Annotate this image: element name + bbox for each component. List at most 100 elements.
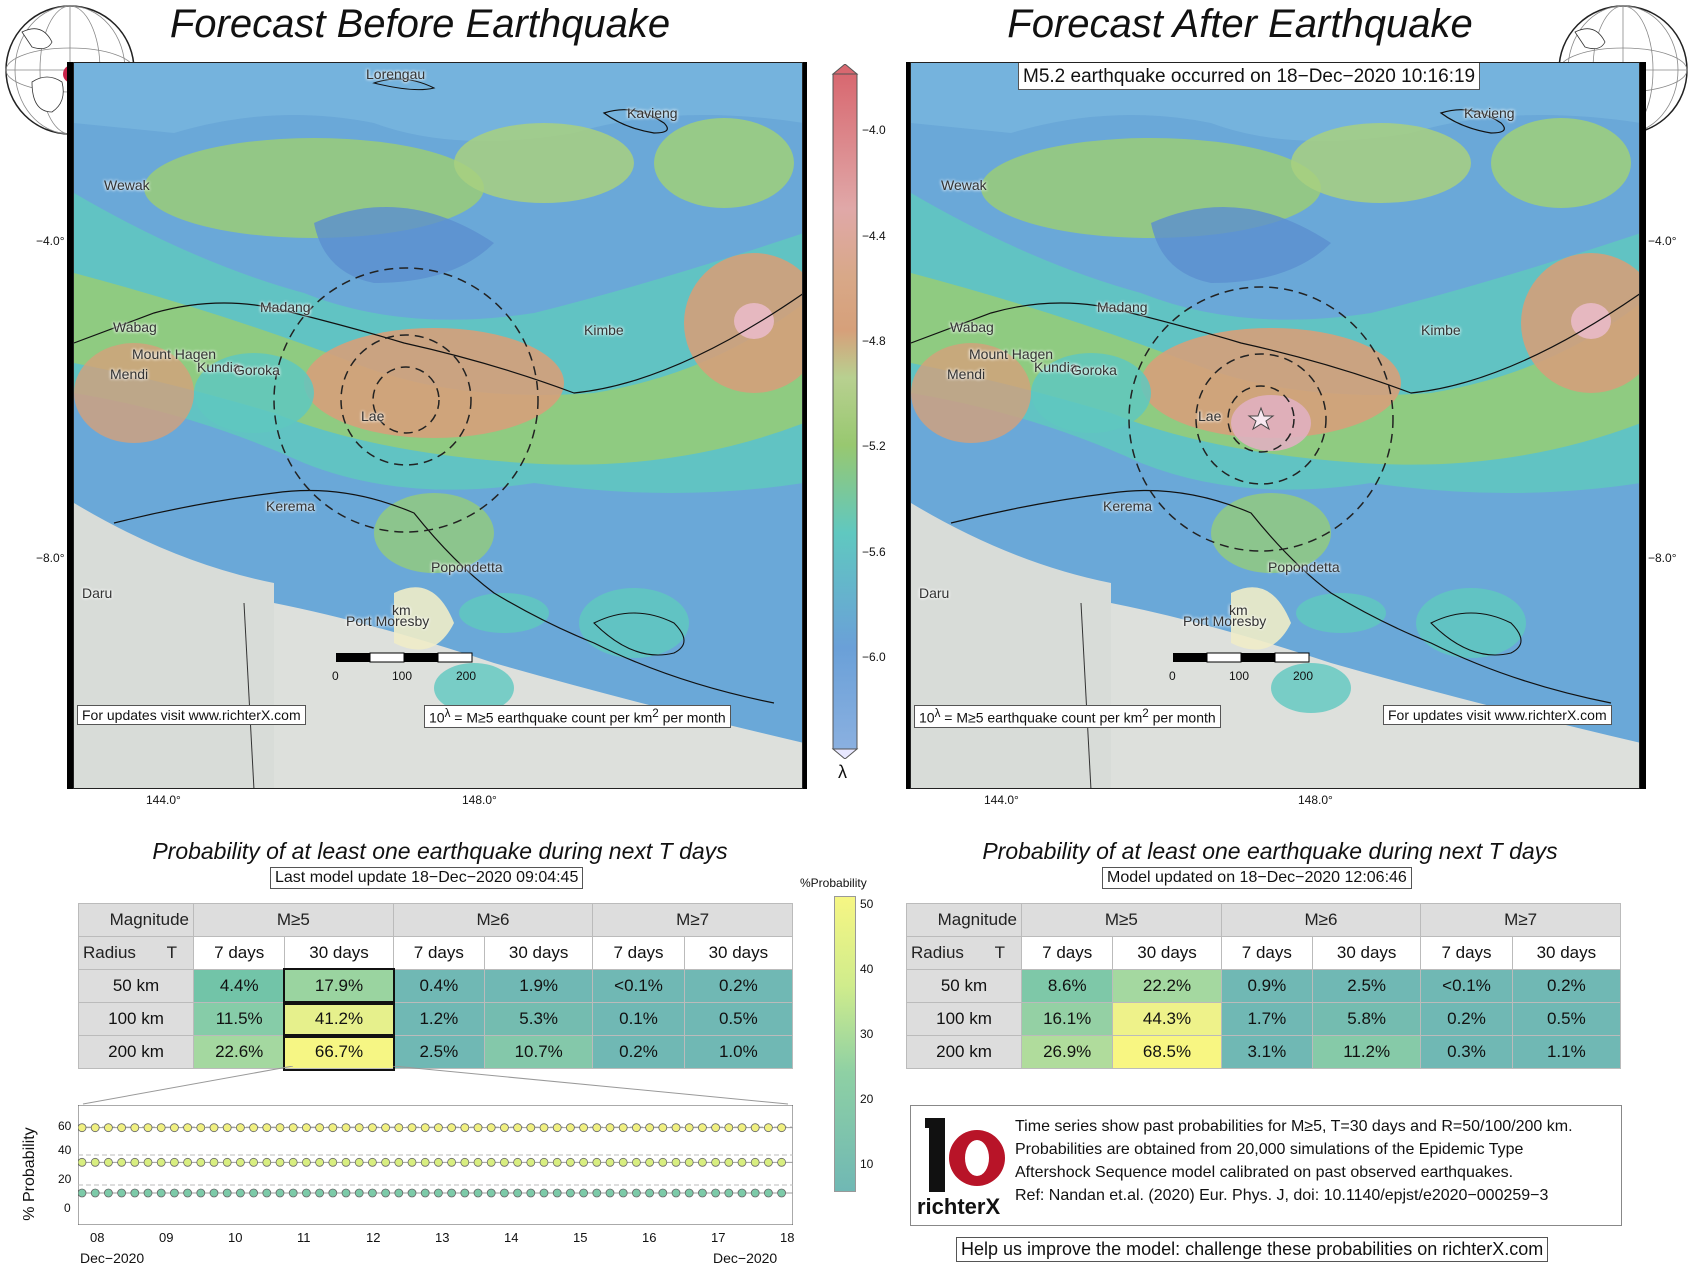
- period-header: 7 days: [592, 936, 685, 970]
- ts-point: [447, 1123, 457, 1133]
- ts-xtick: 15: [573, 1230, 588, 1245]
- ts-point: [698, 1123, 707, 1133]
- footer-link[interactable]: Help us improve the model: challenge the…: [956, 1237, 1549, 1262]
- ts-point: [315, 1123, 325, 1133]
- ts-point: [394, 1188, 404, 1198]
- place-wewak: Wewak: [941, 177, 987, 193]
- event-label: M5.2 earthquake occurred on 18−Dec−2020 …: [1018, 63, 1481, 90]
- mag-header-7: M≥7: [1420, 903, 1621, 937]
- ts-point: [605, 1157, 615, 1167]
- scale-tick-0: 0: [1169, 669, 1176, 683]
- ts-point: [301, 1157, 311, 1167]
- prob-colorbar: [834, 896, 856, 1192]
- ts-xtick: 09: [159, 1230, 174, 1245]
- prob-cell: 11.5%: [192, 1002, 286, 1036]
- ts-point: [156, 1123, 166, 1133]
- ts-point: [420, 1157, 430, 1167]
- ts-point: [156, 1188, 166, 1198]
- prob-cell: 5.3%: [484, 1002, 594, 1036]
- prob-cell: 0.3%: [1420, 1035, 1513, 1069]
- cb-tick-4: −5.2: [862, 439, 886, 453]
- period-header: 30 days: [484, 936, 594, 970]
- place-lorengau: Lorengau: [366, 66, 426, 82]
- ts-point: [78, 1157, 87, 1167]
- ts-point: [170, 1123, 179, 1133]
- ts-point: [552, 1157, 562, 1167]
- cb-tick-2: −4.4: [862, 229, 886, 243]
- pcb-tick-30: 30: [860, 1027, 874, 1041]
- place-wabag: Wabag: [113, 319, 157, 335]
- cb-tick-3: −4.8: [862, 334, 886, 348]
- ts-point: [315, 1157, 325, 1167]
- radius-t-header: Radius T: [78, 936, 194, 970]
- prob-cell: 11.2%: [1312, 1035, 1422, 1069]
- info-box: richterX Time series show past probabili…: [910, 1105, 1622, 1226]
- ts-point: [499, 1188, 509, 1198]
- ts-point: [117, 1188, 126, 1198]
- ts-point: [103, 1123, 113, 1133]
- period-header: 30 days: [284, 936, 394, 970]
- ts-point: [777, 1123, 786, 1133]
- ts-point: [645, 1157, 654, 1167]
- updates-note: For updates visit www.richterX.com: [1383, 705, 1612, 725]
- ts-point: [249, 1188, 259, 1198]
- scale-unit: km: [1229, 602, 1248, 618]
- right-forecast-map[interactable]: Lorengau Kavieng Wewak Madang Wabag Kimb…: [910, 62, 1640, 789]
- lon-tick-right-2: 148.0°: [1298, 793, 1333, 807]
- radius-label: 200 km: [78, 1035, 194, 1069]
- prob-cell: 0.2%: [683, 969, 794, 1003]
- lon-tick-left-1: 144.0°: [146, 793, 181, 807]
- ts-point: [658, 1157, 668, 1167]
- lambda-definition: 10λ = M≥5 earthquake count per km2 per m…: [424, 705, 731, 728]
- ts-point: [698, 1188, 707, 1198]
- ts-point: [143, 1157, 153, 1167]
- ts-point: [275, 1157, 285, 1167]
- ts-point: [130, 1123, 140, 1133]
- ts-point: [711, 1123, 720, 1133]
- ts-point: [618, 1123, 628, 1133]
- radius-label: 100 km: [78, 1002, 194, 1036]
- prob-cell: 1.9%: [484, 969, 594, 1003]
- ts-point: [130, 1188, 140, 1198]
- ts-point: [196, 1188, 206, 1198]
- period-header: 30 days: [1511, 936, 1622, 970]
- ts-point: [367, 1188, 377, 1198]
- ts-point: [565, 1123, 575, 1133]
- ts-point: [658, 1123, 668, 1133]
- prob-cell: 1.0%: [683, 1035, 794, 1069]
- pcb-tick-20: 20: [860, 1092, 874, 1106]
- ts-point: [618, 1157, 628, 1167]
- prob-cell: 44.3%: [1112, 1002, 1222, 1036]
- ts-point: [235, 1123, 245, 1133]
- scale-tick-200: 200: [456, 669, 477, 683]
- ts-point: [737, 1188, 747, 1198]
- ts-point: [473, 1188, 483, 1198]
- prob-cell: 16.1%: [1020, 1002, 1114, 1036]
- lat-tick-left-2: −8.0°: [36, 551, 65, 565]
- prob-colorbar-label: %Probability: [800, 876, 867, 890]
- ts-point: [526, 1188, 536, 1198]
- updates-note: For updates visit www.richterX.com: [77, 705, 306, 725]
- ts-point: [328, 1157, 338, 1167]
- left-title: Forecast Before Earthquake: [169, 2, 671, 46]
- place-kimbe: Kimbe: [584, 322, 624, 338]
- prob-cell: 1.1%: [1511, 1035, 1622, 1069]
- ts-point: [90, 1157, 100, 1167]
- place-kavieng: Kavieng: [1464, 105, 1515, 121]
- ts-point: [433, 1123, 443, 1133]
- ts-point: [764, 1123, 773, 1133]
- ts-xtick: 14: [504, 1230, 519, 1245]
- ts-point: [235, 1157, 245, 1167]
- ts-point: [130, 1157, 140, 1167]
- ts-point: [209, 1123, 219, 1133]
- ts-point: [460, 1123, 470, 1133]
- ts-point: [777, 1188, 786, 1198]
- radius-label: 100 km: [906, 1002, 1022, 1036]
- lon-tick-left-2: 148.0°: [462, 793, 497, 807]
- ts-point: [671, 1157, 681, 1167]
- ts-point: [645, 1123, 654, 1133]
- ts-point: [711, 1188, 720, 1198]
- lon-tick-right-1: 144.0°: [984, 793, 1019, 807]
- ts-point: [526, 1123, 536, 1133]
- left-forecast-map[interactable]: Lorengau Kavieng Wewak Madang Wabag Kimb…: [73, 62, 803, 789]
